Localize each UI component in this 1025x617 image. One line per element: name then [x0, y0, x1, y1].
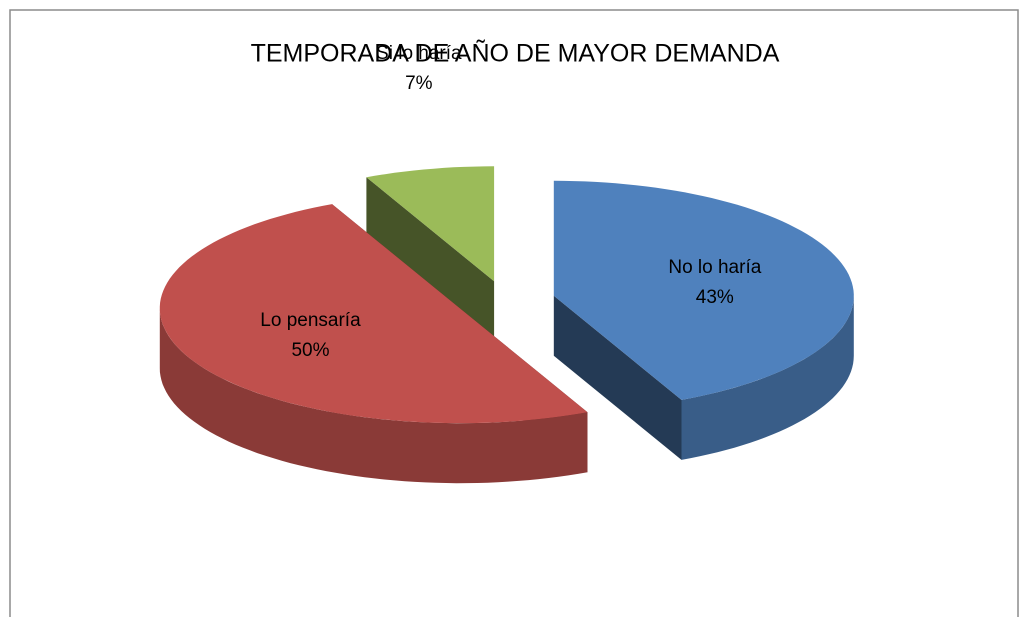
slice-side [553, 295, 682, 460]
slice-side [366, 177, 495, 342]
data-label-name: Lo pensaría [260, 310, 361, 331]
data-label-value: 7% [405, 73, 433, 94]
slice-top [366, 166, 495, 282]
data-label-name: No lo haría [668, 257, 761, 278]
slice-wall [681, 295, 854, 460]
slice-top [159, 204, 588, 424]
slice-top [553, 180, 854, 400]
pie-slice [159, 204, 588, 484]
pie-slice [366, 166, 495, 342]
pie-slice [553, 180, 854, 460]
chart-title: TEMPORADA DE AÑO DE MAYOR DEMANDA [251, 39, 780, 68]
slice-wall [159, 308, 588, 484]
chart-border [9, 9, 1019, 617]
data-label-value: 43% [696, 287, 734, 308]
data-label-value: 50% [291, 340, 329, 361]
data-label-name: Si lo haría [376, 43, 462, 64]
